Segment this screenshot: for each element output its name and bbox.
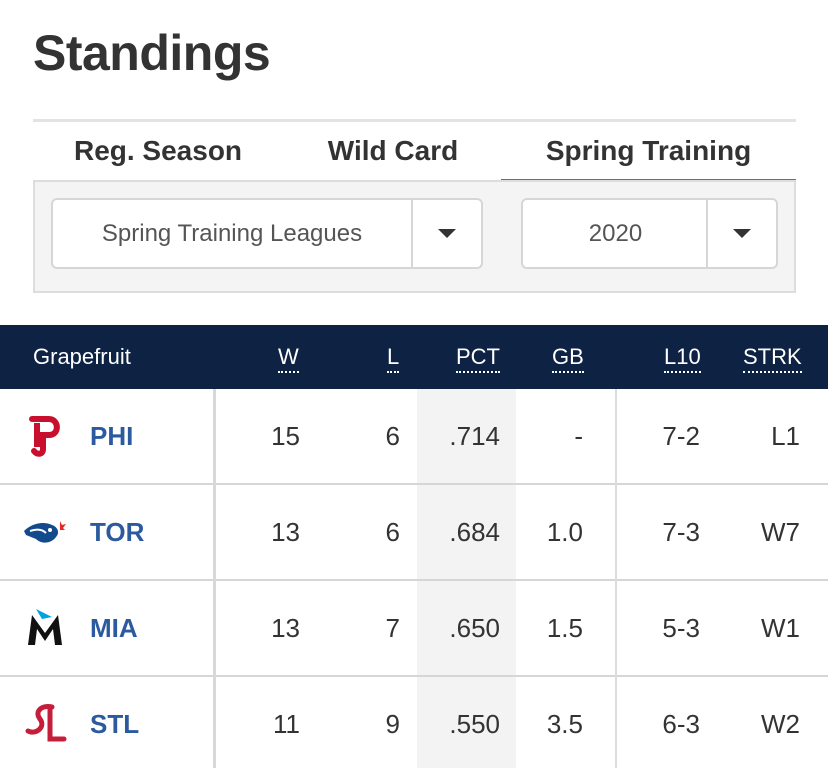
streak-cell: W1 <box>761 613 800 643</box>
wins-cell: 13 <box>271 517 300 547</box>
losses-cell: 9 <box>385 709 400 739</box>
table-row: PHI 15 6 .714 - 7-2 L1 <box>0 389 828 485</box>
gb-cell: 3.5 <box>546 709 583 739</box>
league-select-toggle[interactable] <box>411 200 481 267</box>
year-select-value: 2020 <box>588 219 643 247</box>
filter-bar: Spring Training Leagues 2020 <box>33 180 796 293</box>
pct-column-highlight <box>417 389 516 768</box>
l10-cell: 6-3 <box>662 709 700 739</box>
losses-cell: 6 <box>385 517 400 547</box>
column-header-l10[interactable]: L10 <box>664 325 701 389</box>
league-name-header: Grapefruit <box>33 344 131 369</box>
league-select[interactable]: Spring Training Leagues <box>51 198 483 269</box>
pct-cell: .684 <box>449 517 500 547</box>
column-header-strk[interactable]: STRK <box>743 325 802 389</box>
team-link[interactable]: TOR <box>90 517 145 547</box>
team-link[interactable]: PHI <box>90 421 134 451</box>
team-link[interactable]: MIA <box>90 613 138 643</box>
gb-cell: 1.0 <box>546 517 583 547</box>
league-select-value: Spring Training Leagues <box>101 219 363 247</box>
l10-cell: 7-2 <box>662 421 700 451</box>
chevron-down-icon <box>438 229 456 238</box>
column-header-gb[interactable]: GB <box>552 325 584 389</box>
table-row: MIA 13 7 .650 1.5 5-3 W1 <box>0 581 828 677</box>
table-header: Grapefruit W L PCT GB L10 STRK <box>0 325 828 389</box>
pct-cell: .714 <box>449 421 500 451</box>
tab-spring-training[interactable]: Spring Training <box>501 122 796 186</box>
table-row: TOR 13 6 .684 1.0 7-3 W7 <box>0 485 828 581</box>
gb-cell: - <box>574 421 583 451</box>
pct-cell: .550 <box>449 709 500 739</box>
cardinals-logo-icon[interactable] <box>22 701 68 747</box>
streak-cell: W2 <box>761 709 800 739</box>
tab-reg-season[interactable]: Reg. Season <box>73 134 243 166</box>
blue-jays-logo-icon[interactable] <box>22 509 68 555</box>
gb-cell: 1.5 <box>546 613 583 643</box>
wins-cell: 13 <box>271 613 300 643</box>
table-row: STL 11 9 .550 3.5 6-3 W2 <box>0 677 828 768</box>
standings-table: Grapefruit W L PCT GB L10 STRK PHI 15 6 … <box>0 325 828 768</box>
column-header-pct[interactable]: PCT <box>456 325 500 389</box>
streak-cell: W7 <box>761 517 800 547</box>
wins-cell: 15 <box>271 421 300 451</box>
phillies-logo-icon[interactable] <box>22 413 68 459</box>
l10-cell: 5-3 <box>662 613 700 643</box>
page-title: Standings <box>33 25 271 81</box>
tab-wild-card[interactable]: Wild Card <box>327 134 459 166</box>
column-header-l[interactable]: L <box>387 325 400 389</box>
team-link[interactable]: STL <box>90 709 140 739</box>
losses-cell: 7 <box>385 613 400 643</box>
pct-cell: .650 <box>449 613 500 643</box>
team-column-divider <box>213 389 216 768</box>
losses-cell: 6 <box>385 421 400 451</box>
standings-tabs: Reg. Season Wild Card Spring Training <box>33 119 796 186</box>
column-divider <box>615 389 617 768</box>
streak-cell: L1 <box>771 421 800 451</box>
column-header-w[interactable]: W <box>278 325 299 389</box>
wins-cell: 11 <box>273 709 300 739</box>
marlins-logo-icon[interactable] <box>22 605 68 651</box>
l10-cell: 7-3 <box>662 517 700 547</box>
chevron-down-icon <box>733 229 751 238</box>
year-select[interactable]: 2020 <box>521 198 778 269</box>
year-select-toggle[interactable] <box>706 200 776 267</box>
